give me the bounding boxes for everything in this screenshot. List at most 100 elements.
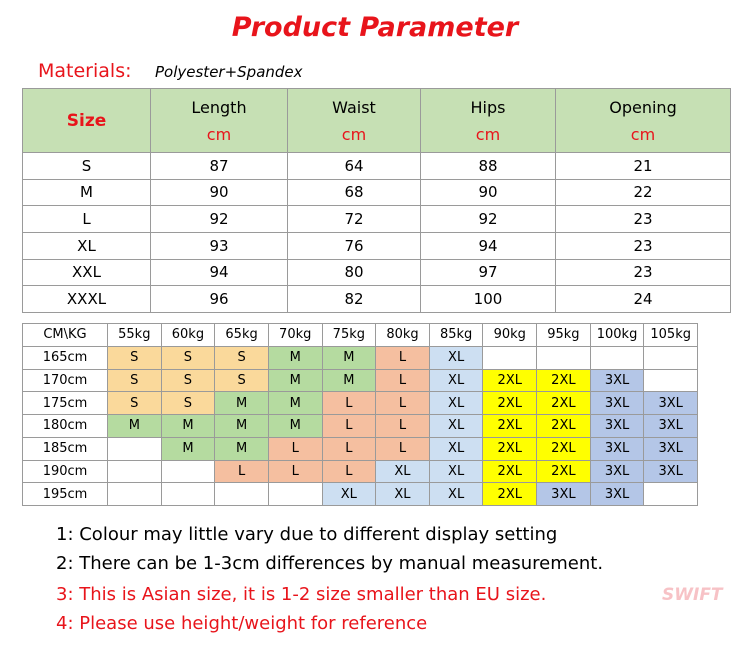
corner-cell: CM\KG [23, 324, 108, 347]
parameter-table: Size Length cm Waist cm Hips cm Opening cm S 87 64 8… [22, 88, 731, 313]
header-label: Opening [609, 97, 677, 117]
size-cell: 2XL [537, 437, 591, 461]
size-cell: L [268, 437, 323, 461]
size-cell: S [161, 392, 216, 415]
weight-header: 60kg [161, 324, 216, 347]
size-cell [644, 369, 698, 393]
unit-label: cm [630, 124, 656, 144]
height-header: 190cm [23, 460, 108, 484]
table-cell: 90 [151, 179, 288, 207]
size-cell [644, 483, 698, 506]
size-cell: 2XL [483, 437, 538, 461]
size-cell: XL [429, 346, 484, 370]
note: 4: Please use height/weight for referenc… [56, 613, 428, 634]
table-cell: 82 [288, 286, 421, 313]
height-header: 170cm [23, 369, 108, 393]
height-header: 165cm [23, 346, 108, 370]
header-cell: Size [23, 89, 151, 153]
table-cell: 72 [288, 206, 421, 233]
size-cell: S [108, 346, 162, 370]
size-cell: M [161, 415, 216, 438]
height-header: 195cm [23, 483, 108, 506]
size-cell: L [215, 460, 269, 484]
unit-label: cm [341, 124, 367, 144]
size-cell [161, 460, 216, 484]
table-cell: S [23, 153, 151, 180]
header-label: Length [191, 97, 247, 117]
size-cell: XL [429, 415, 484, 438]
size-cell: 2XL [483, 483, 538, 506]
note: 1: Colour may little vary due to differe… [56, 524, 558, 545]
table-cell: 24 [556, 286, 731, 313]
table-cell: XXXL [23, 286, 151, 313]
table-cell: 93 [151, 233, 288, 260]
size-cell: L [376, 437, 430, 461]
table-cell: 23 [556, 259, 731, 287]
size-cell [537, 346, 591, 370]
table-cell: L [23, 206, 151, 233]
watermark: SWIFT [662, 585, 723, 605]
size-cell: M [268, 392, 323, 415]
size-cell: 2XL [483, 392, 538, 415]
size-cell: L [376, 346, 430, 370]
weight-header: 105kg [644, 324, 698, 347]
weight-header: 100kg [590, 324, 645, 347]
size-cell: 3XL [644, 415, 698, 438]
size-cell: 3XL [590, 415, 645, 438]
header-cell: Waist cm [288, 89, 421, 153]
size-cell: XL [429, 369, 484, 393]
header-label: Waist [332, 97, 376, 117]
size-cell [108, 437, 162, 461]
size-cell [268, 483, 323, 506]
size-cell: 3XL [537, 483, 591, 506]
table-cell: 76 [288, 233, 421, 260]
size-cell [161, 483, 216, 506]
weight-header: 70kg [268, 324, 323, 347]
table-cell: XL [23, 233, 151, 260]
size-cell: M [108, 415, 162, 438]
weight-header: 65kg [215, 324, 269, 347]
weight-header: 95kg [537, 324, 591, 347]
size-cell: XL [429, 460, 484, 484]
size-cell: L [376, 392, 430, 415]
header-cell: Hips cm [421, 89, 556, 153]
note: 3: This is Asian size, it is 1-2 size sm… [56, 584, 547, 605]
table-cell: 94 [151, 259, 288, 287]
size-cell: 3XL [590, 437, 645, 461]
size-cell: L [376, 369, 430, 393]
size-cell: S [161, 346, 216, 370]
size-cell: 3XL [644, 460, 698, 484]
size-cell: 2XL [537, 369, 591, 393]
table-cell: 87 [151, 153, 288, 180]
size-cell: 3XL [590, 392, 645, 415]
size-cell: S [215, 346, 269, 370]
height-header: 185cm [23, 437, 108, 461]
size-cell: 3XL [590, 460, 645, 484]
table-cell: 100 [421, 286, 556, 313]
size-cell: 2XL [537, 460, 591, 484]
table-cell: XXL [23, 259, 151, 287]
table-cell: 68 [288, 179, 421, 207]
size-cell: M [268, 415, 323, 438]
size-cell: L [322, 460, 377, 484]
size-cell: 3XL [644, 392, 698, 415]
title: Product Parameter [231, 12, 519, 43]
weight-header: 55kg [108, 324, 162, 347]
table-cell: 92 [421, 206, 556, 233]
size-cell: XL [429, 483, 484, 506]
size-cell: XL [376, 460, 430, 484]
size-cell: M [268, 369, 323, 393]
weight-header: 75kg [322, 324, 377, 347]
unit-label: cm [206, 124, 232, 144]
table-cell: 64 [288, 153, 421, 180]
size-cell: XL [429, 392, 484, 415]
size-cell: 2XL [537, 392, 591, 415]
table-cell: 94 [421, 233, 556, 260]
table-cell: 22 [556, 179, 731, 207]
weight-header: 80kg [376, 324, 430, 347]
size-chart: CM\KG 55kg 60kg 65kg 70kg 75kg 80kg 85kg 90kg 95k… [22, 323, 698, 506]
size-cell: M [322, 346, 377, 370]
table-cell: M [23, 179, 151, 207]
table-cell: 23 [556, 206, 731, 233]
table-cell: 96 [151, 286, 288, 313]
